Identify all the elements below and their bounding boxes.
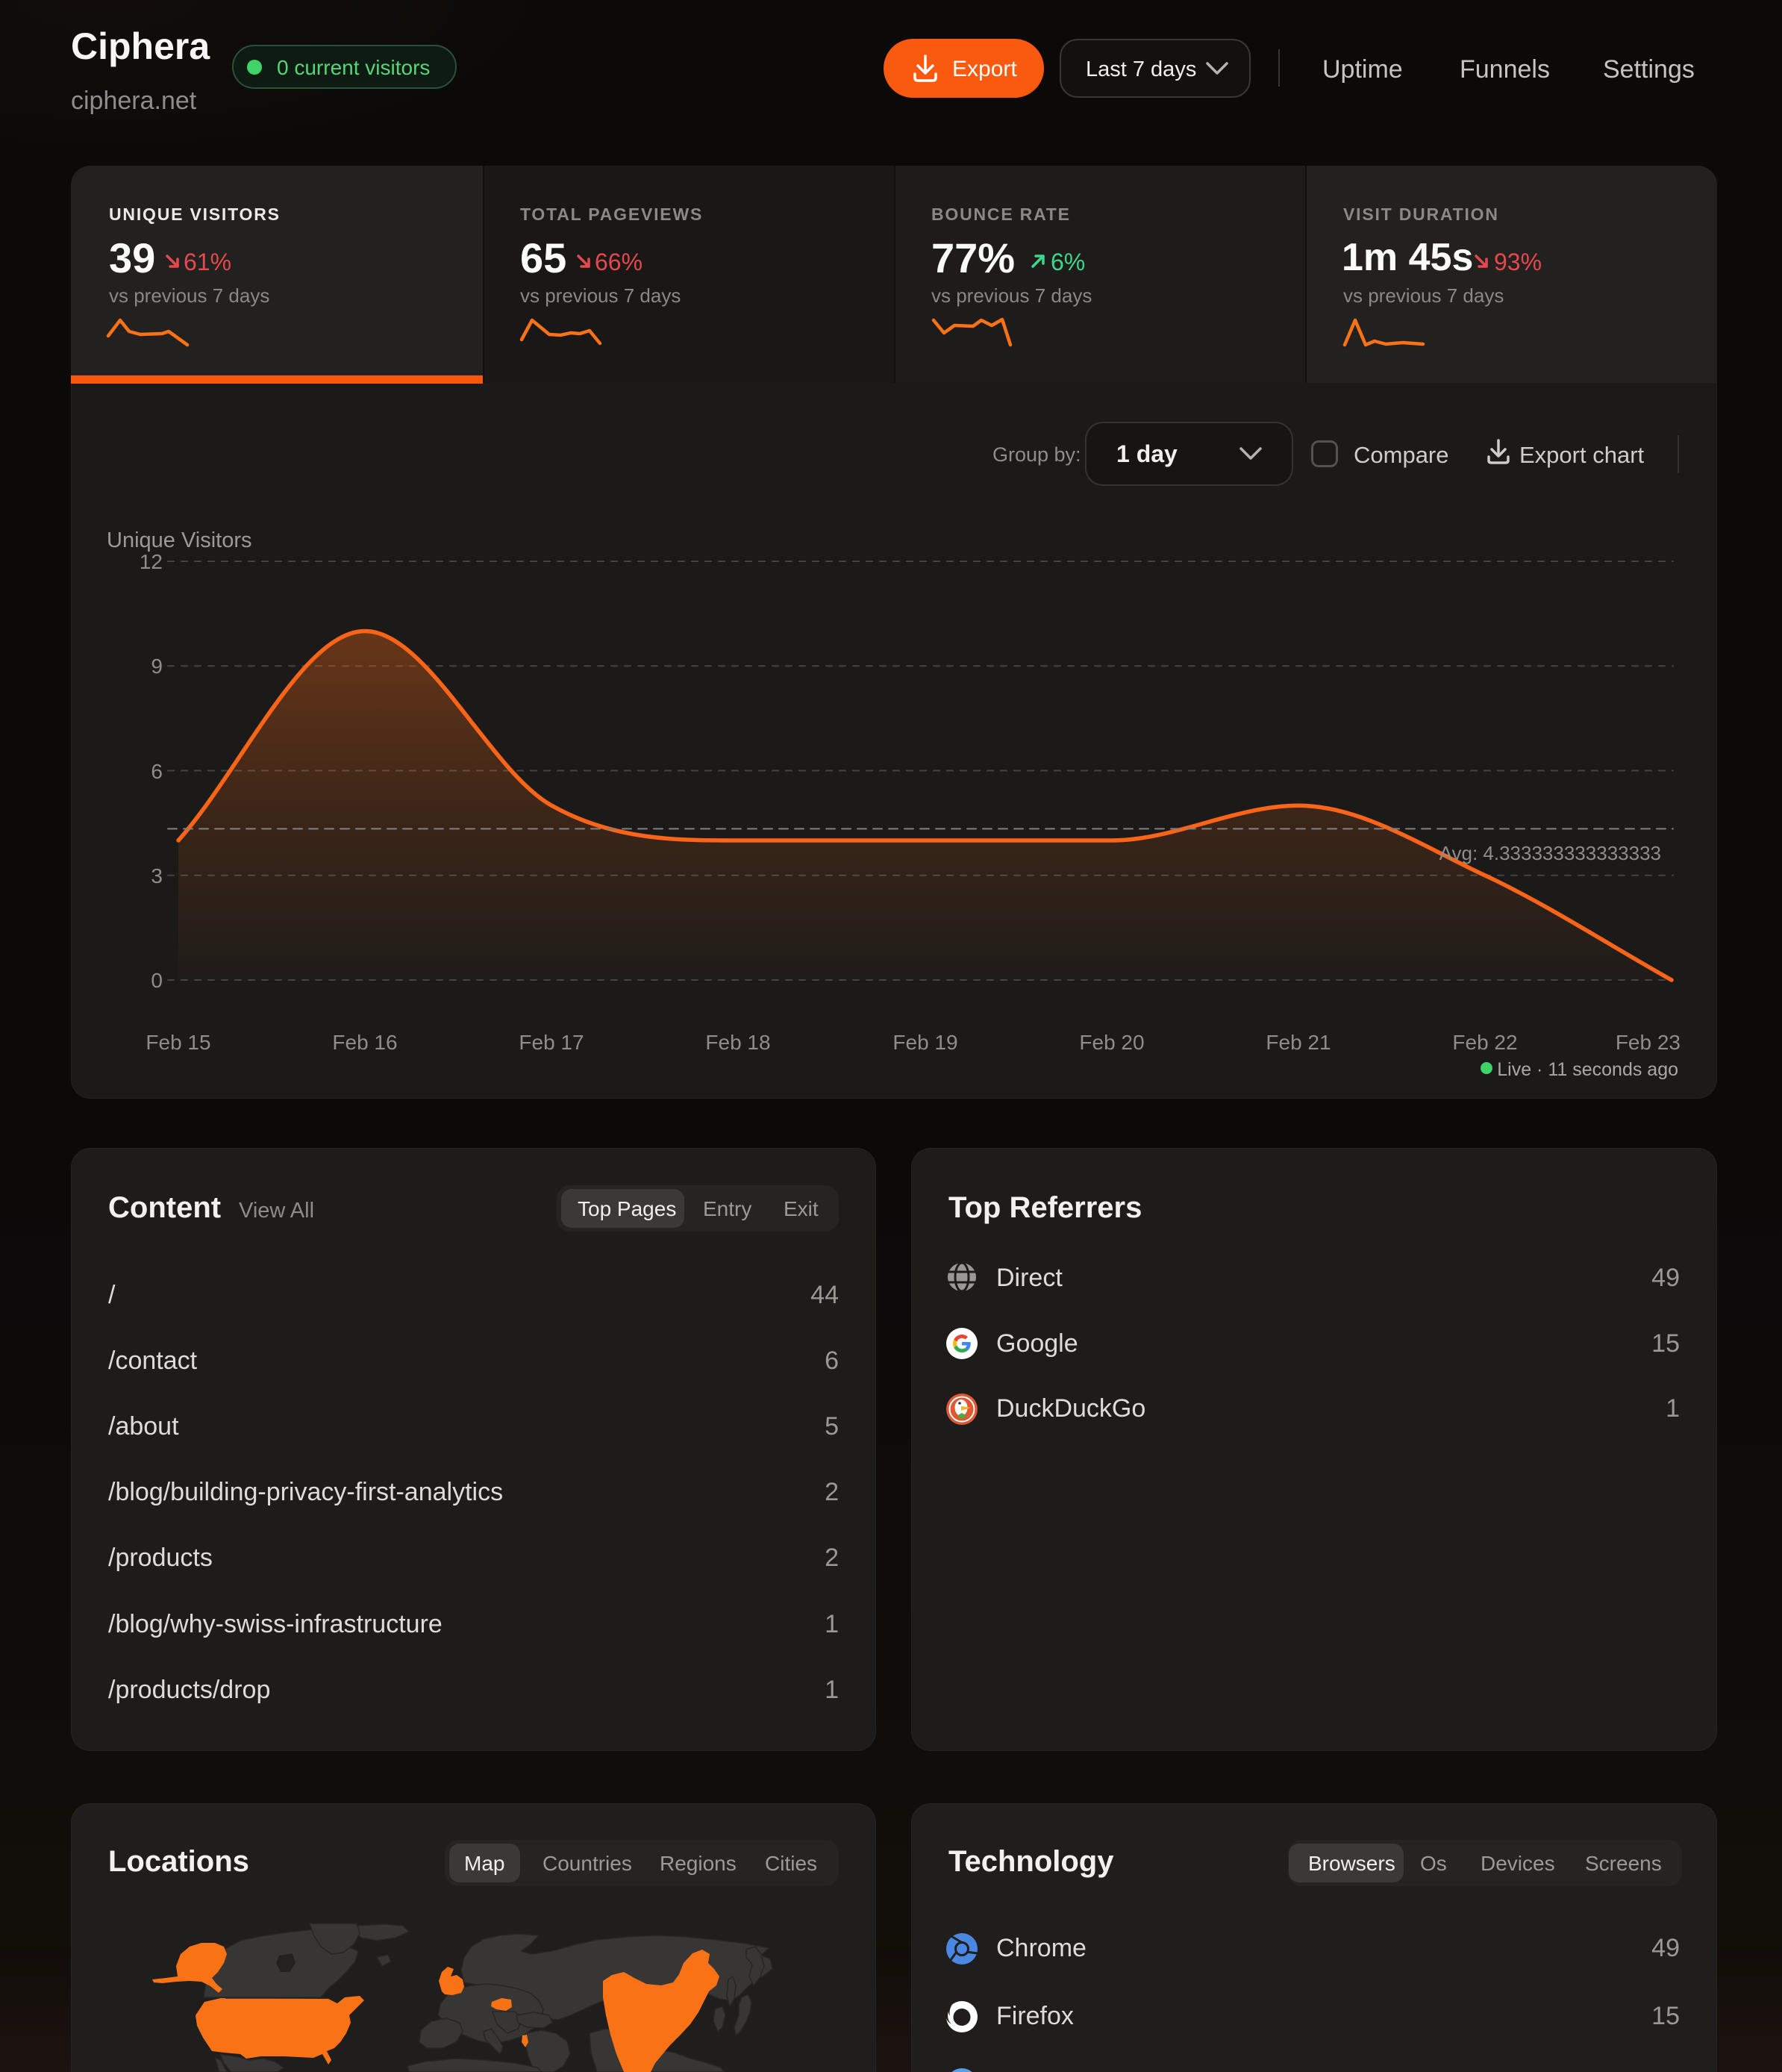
- svg-text:Feb 19: Feb 19: [892, 1031, 957, 1054]
- svg-text:6: 6: [151, 760, 163, 783]
- svg-text:12: 12: [140, 550, 163, 573]
- svg-text:Feb 16: Feb 16: [332, 1031, 397, 1054]
- svg-text:Feb 21: Feb 21: [1266, 1031, 1331, 1054]
- svg-text:Avg: 4.333333333333333: Avg: 4.333333333333333: [1439, 842, 1661, 864]
- svg-text:Feb 17: Feb 17: [519, 1031, 584, 1054]
- svg-text:Feb 22: Feb 22: [1452, 1031, 1517, 1054]
- svg-text:Live · 11 seconds ago: Live · 11 seconds ago: [1497, 1059, 1678, 1080]
- svg-text:0: 0: [151, 969, 163, 992]
- svg-text:Feb 15: Feb 15: [146, 1031, 210, 1054]
- svg-text:9: 9: [151, 655, 163, 678]
- svg-text:3: 3: [151, 864, 163, 887]
- svg-text:Feb 18: Feb 18: [705, 1031, 770, 1054]
- svg-text:Feb 23: Feb 23: [1616, 1031, 1681, 1054]
- svg-text:Feb 20: Feb 20: [1079, 1031, 1144, 1054]
- svg-text:Unique Visitors: Unique Visitors: [107, 528, 252, 552]
